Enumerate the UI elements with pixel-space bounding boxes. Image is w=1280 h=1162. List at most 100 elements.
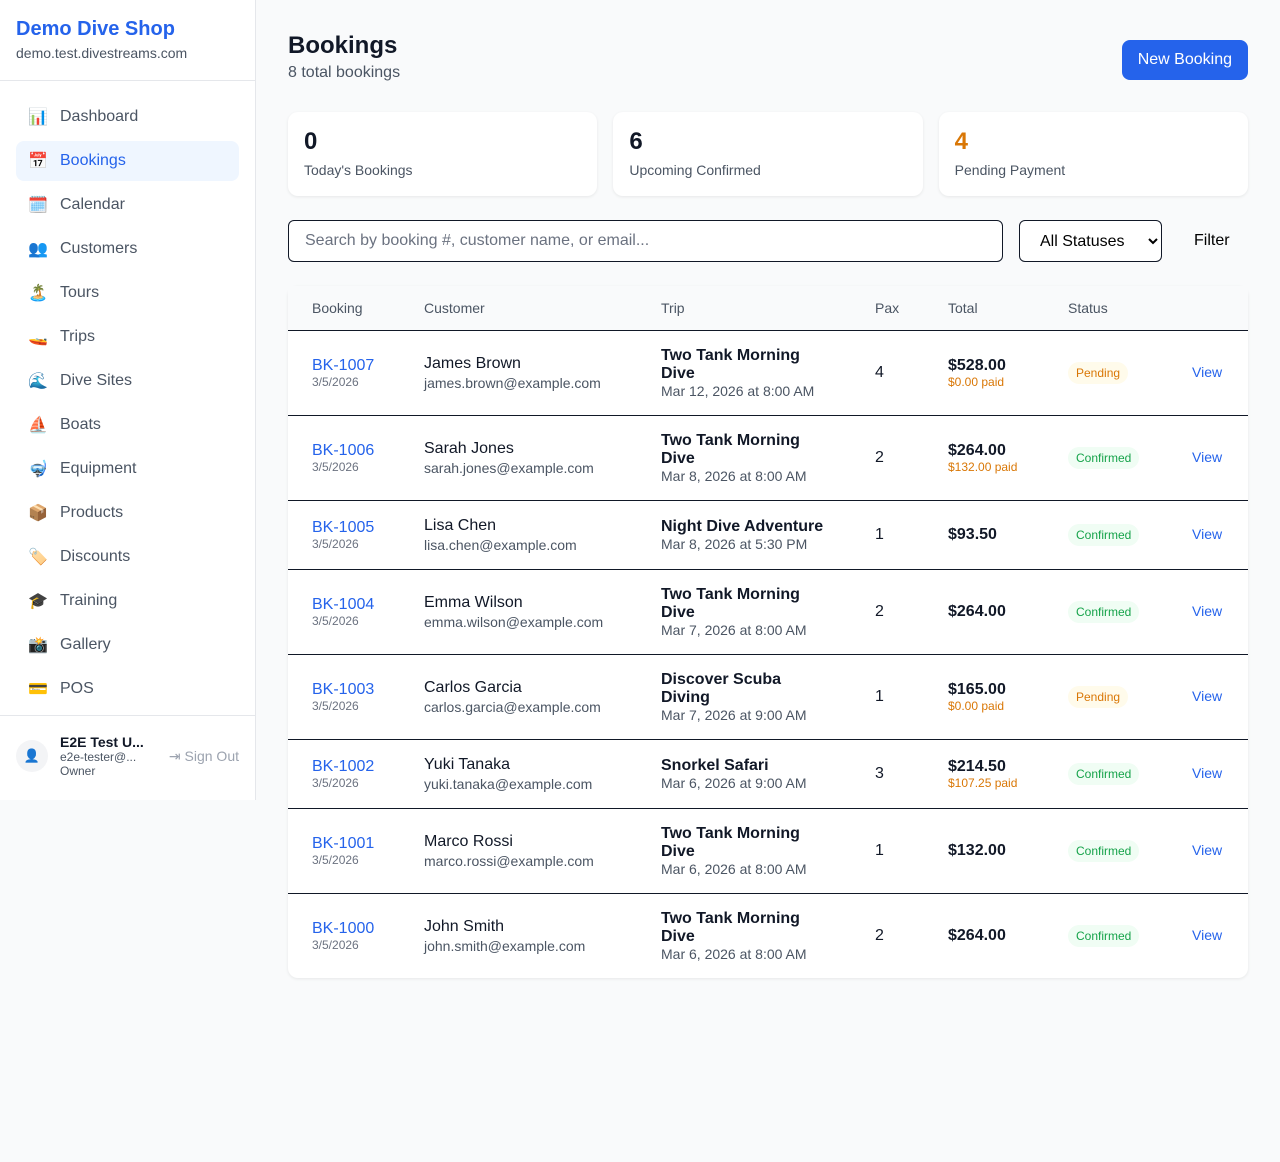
user-role: Owner — [60, 764, 96, 778]
stats: 0 Today's Bookings 6 Upcoming Confirmed 4 Pen… — [288, 112, 1248, 196]
table-row: BK-1001 3/5/2026 Marco Rossi marco.rossi@e… — [288, 808, 1248, 894]
pax: 2 — [851, 415, 924, 501]
pax: 2 — [875, 926, 884, 944]
status-badge: Confirmed — [1068, 839, 1140, 862]
search-input[interactable] — [288, 220, 1003, 262]
user-name: E2E Test U... — [60, 734, 144, 750]
sign-out-label: Sign Out — [184, 747, 239, 764]
sidebar-item-dive-sites[interactable]: 🌊 Dive Sites — [16, 361, 239, 401]
shop-name[interactable]: Demo Dive Shop — [16, 18, 175, 40]
stat-value: 0 — [304, 128, 318, 155]
customer-email: sarah.jones@example.com — [424, 459, 594, 476]
view-link[interactable]: View — [1192, 841, 1223, 858]
pax: 1 — [851, 654, 924, 740]
trip-name: Night Dive Adventure — [661, 517, 824, 535]
sidebar-item-label: Boats — [60, 416, 101, 433]
total: $528.00 — [948, 356, 1006, 374]
sidebar-item-label: Dashboard — [60, 108, 139, 125]
booking-link[interactable]: BK-1003 — [312, 680, 375, 698]
sidebar-item-label: Dive Sites — [60, 372, 133, 389]
sidebar-item-label: Gallery — [60, 636, 111, 653]
sidebar-item-bookings[interactable]: 📅 Bookings — [16, 141, 239, 181]
bookings-table: Booking Customer Trip Pax Total Status BK-100… — [288, 286, 1248, 978]
user-email: e2e-tester@... — [60, 750, 137, 764]
trip-name: Snorkel Safari — [661, 756, 769, 774]
booking-date: 3/5/2026 — [312, 937, 359, 952]
booking-link[interactable]: BK-1004 — [312, 595, 375, 613]
booking-date: 3/5/2026 — [312, 698, 359, 713]
stat-value: 4 — [954, 128, 969, 155]
sidebar-item-discounts[interactable]: 🏷️ Discounts — [16, 537, 239, 577]
customer-name: Sarah Jones — [424, 439, 514, 457]
gallery-icon: 📸 — [28, 637, 48, 654]
status-select[interactable]: All Statuses — [1019, 220, 1162, 262]
trip-name: Two Tank Morning Dive — [661, 909, 800, 945]
sidebar-item-dashboard[interactable]: 📊 Dashboard — [16, 97, 239, 137]
booking-link[interactable]: BK-1006 — [312, 441, 375, 459]
stat-card: 0 Today's Bookings — [288, 112, 598, 196]
sidebar-item-products[interactable]: 📦 Products — [16, 493, 239, 533]
sidebar-item-label: Tours — [60, 284, 100, 301]
pax: 1 — [851, 808, 924, 894]
sidebar-item-equipment[interactable]: 🤿 Equipment — [16, 449, 239, 489]
stat-label: Upcoming Confirmed — [629, 162, 761, 178]
trip-date: Mar 8, 2026 at 5:30 PM — [661, 535, 808, 552]
customer-name: Lisa Chen — [424, 516, 497, 534]
booking-date: 3/5/2026 — [312, 852, 359, 867]
trip-name: Two Tank Morning Dive — [661, 585, 800, 621]
sidebar-item-label: Equipment — [60, 460, 137, 477]
view-link[interactable]: View — [1192, 525, 1223, 542]
page-title: Bookings — [288, 32, 398, 59]
customers-icon: 👥 — [28, 241, 48, 258]
sidebar-item-training[interactable]: 🎓 Training — [16, 581, 239, 621]
pax: 4 — [851, 330, 924, 416]
sidebar-item-boats[interactable]: ⛵ Boats — [16, 405, 239, 445]
view-link[interactable]: View — [1192, 687, 1223, 704]
table-row: BK-1002 3/5/2026 Yuki Tanaka yuki.tanaka@e… — [288, 739, 1248, 809]
booking-link[interactable]: BK-1000 — [312, 919, 375, 937]
sidebar-item-label: Training — [60, 592, 118, 609]
status-badge: Confirmed — [1068, 762, 1140, 785]
booking-link[interactable]: BK-1001 — [312, 834, 375, 852]
new-booking-button[interactable]: New Booking — [1121, 40, 1248, 80]
sidebar-item-gallery[interactable]: 📸 Gallery — [16, 625, 239, 665]
bookings-icon: 📅 — [28, 153, 48, 170]
total: $264.00 — [948, 926, 1006, 944]
trip-date: Mar 7, 2026 at 9:00 AM — [661, 706, 807, 723]
sidebar-item-tours[interactable]: 🏝️ Tours — [16, 273, 239, 313]
equipment-icon: 🤿 — [28, 461, 48, 478]
paid-amount: $0.00 paid — [948, 698, 1005, 713]
sidebar-item-label: Customers — [60, 240, 138, 257]
customer-email: carlos.garcia@example.com — [424, 698, 601, 715]
booking-link[interactable]: BK-1002 — [312, 757, 375, 775]
view-link[interactable]: View — [1192, 448, 1223, 465]
booking-date: 3/5/2026 — [312, 536, 359, 551]
boats-icon: ⛵ — [28, 417, 48, 434]
filter-button[interactable]: Filter — [1178, 232, 1246, 250]
total: $93.50 — [948, 525, 997, 543]
sign-out-button[interactable]: ⇥ Sign Out — [169, 748, 239, 765]
view-link[interactable]: View — [1192, 602, 1223, 619]
view-link[interactable]: View — [1192, 363, 1223, 380]
discounts-icon: 🏷️ — [28, 549, 48, 566]
view-link[interactable]: View — [1192, 764, 1223, 781]
customer-name: John Smith — [424, 917, 505, 935]
sidebar-item-pos[interactable]: 💳 POS — [16, 669, 239, 709]
pax: 3 — [851, 739, 924, 809]
customer-email: james.brown@example.com — [424, 374, 601, 391]
sidebar-item-trips[interactable]: 🚤 Trips — [16, 317, 239, 357]
booking-link[interactable]: BK-1007 — [312, 356, 375, 374]
total: $214.50 — [948, 757, 1006, 775]
view-link[interactable]: View — [1192, 926, 1223, 943]
user-panel: 👤 E2E Test U... e2e-tester@... Owner ⇥ S… — [0, 715, 255, 796]
sidebar-item-calendar[interactable]: 🗓️ Calendar — [16, 185, 239, 225]
booking-link[interactable]: BK-1005 — [312, 518, 375, 536]
paid-amount: $132.00 paid — [948, 459, 1018, 474]
column-header: Pax — [851, 286, 924, 331]
sidebar-item-customers[interactable]: 👥 Customers — [16, 229, 239, 269]
status-badge: Pending — [1068, 685, 1129, 708]
paid-amount: $0.00 paid — [948, 374, 1005, 389]
table-row: BK-1007 3/5/2026 James Brown james.brown@e… — [288, 330, 1248, 416]
stat-value: 6 — [629, 128, 643, 155]
table-row: BK-1006 3/5/2026 Sarah Jones sarah.jones@e… — [288, 415, 1248, 501]
